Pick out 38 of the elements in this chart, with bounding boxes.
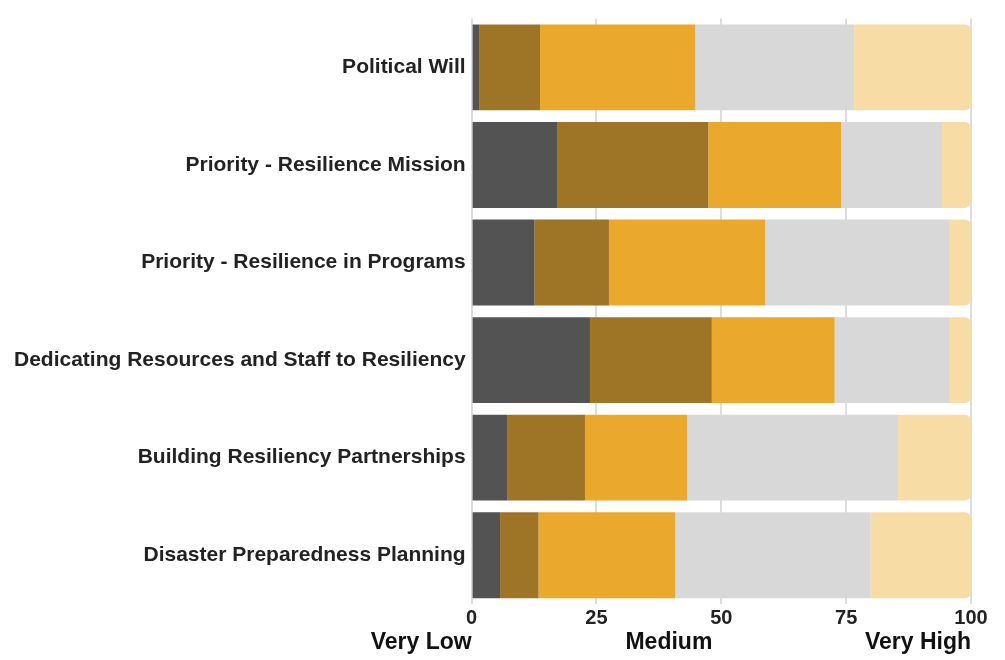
bar — [584, 414, 688, 501]
bar — [854, 24, 971, 111]
text: Very Low — [370, 628, 472, 655]
bar — [949, 317, 971, 404]
bar — [708, 122, 842, 208]
bar — [472, 219, 535, 306]
y-tick-label: Disaster Preparedness Planning — [143, 542, 466, 566]
y-tick-label: Priority - Resilience Mission — [185, 151, 466, 175]
y-tick-label: Dedicating Resources and Staff to Resiliency — [14, 346, 466, 370]
text: Very High — [864, 628, 971, 655]
bar — [507, 414, 585, 501]
bar — [589, 317, 712, 404]
bar — [557, 122, 709, 208]
bar — [540, 24, 696, 111]
y-tick-label: Political Will — [342, 54, 466, 78]
x-tick-label: 25 — [585, 605, 608, 628]
bar — [472, 122, 558, 208]
bar — [538, 512, 676, 599]
y-tick-label: Priority - Resilience in Programs — [141, 249, 466, 273]
bar — [711, 317, 835, 404]
x-tick-label: 0 — [466, 605, 478, 628]
bar — [472, 317, 590, 404]
bar — [942, 122, 971, 208]
text: Medium — [625, 628, 713, 655]
bar — [472, 24, 480, 111]
bar — [949, 219, 971, 306]
bar — [870, 512, 971, 599]
bar — [479, 24, 541, 111]
x-tick-label: 75 — [835, 605, 858, 628]
bar — [472, 512, 501, 599]
bar — [898, 414, 971, 501]
bar — [500, 512, 539, 599]
x-tick-label: 50 — [710, 605, 733, 628]
bar — [472, 414, 508, 501]
y-tick-label: Building Resiliency Partnerships — [137, 444, 466, 468]
bar — [608, 219, 766, 306]
bar — [534, 219, 609, 306]
x-tick-label: 100 — [954, 605, 988, 628]
